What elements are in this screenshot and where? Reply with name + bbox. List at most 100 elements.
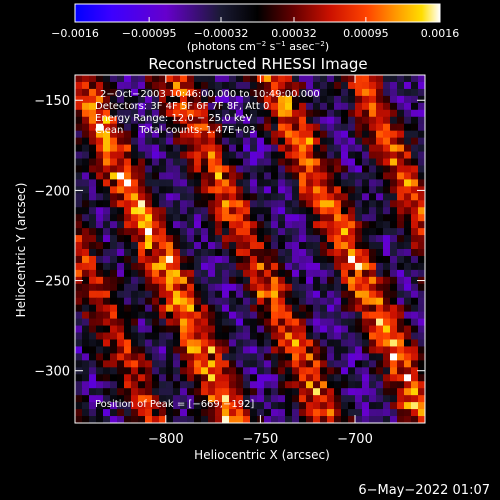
heatmap-cell [355,130,363,139]
heatmap-cell [194,346,202,354]
heatmap-cell [383,311,391,320]
heatmap-cell [264,395,272,403]
annotation-clean: Clean Total counts: 1.47E+03 [95,125,255,136]
heatmap-cell [229,235,237,243]
heatmap-cell [138,262,146,271]
heatmap-cell [285,158,293,166]
heatmap-cell [285,200,293,208]
heatmap-cell [89,123,97,132]
heatmap-cell [313,367,321,375]
heatmap-cell [187,416,195,423]
heatmap-cell [320,402,328,410]
heatmap-cell [117,353,125,361]
heatmap-cell [376,200,384,208]
heatmap-cell [138,158,146,166]
heatmap-cell [397,249,405,257]
heatmap-cell [390,290,398,299]
heatmap-cell [180,137,188,146]
heatmap-cell [411,75,419,83]
heatmap-cell [264,283,272,292]
heatmap-cell [292,283,300,292]
heatmap-cell [96,249,104,257]
heatmap-cell [320,311,328,320]
heatmap-cell [236,353,244,361]
heatmap-cell [138,235,146,243]
heatmap-cell [187,395,195,403]
heatmap-cell [341,214,349,222]
heatmap-cell [369,318,377,327]
colorbar-tick-label: −0.00032 [194,27,249,40]
heatmap-cell [124,395,132,403]
heatmap-cell [159,165,167,173]
heatmap-cell [96,95,104,104]
heatmap-cell [243,353,251,361]
heatmap-cell [124,214,132,222]
heatmap-cell [313,339,321,347]
heatmap-cell [278,325,286,334]
heatmap-cell [383,339,391,347]
heatmap-cell [229,144,237,153]
heatmap-cell [257,186,265,194]
heatmap-cell [187,165,195,173]
heatmap-cell [418,388,425,396]
heatmap-cell [250,339,258,347]
heatmap-cell [327,214,335,222]
heatmap-cell [152,116,160,125]
heatmap-cell [390,130,398,139]
heatmap-cell [89,137,97,146]
heatmap-cell [355,172,363,180]
heatmap-cell [397,158,405,166]
heatmap-cell [250,360,258,368]
y-tick-label: −300 [34,365,70,380]
heatmap-cell [173,367,181,375]
heatmap-cell [264,165,272,173]
heatmap-cell [285,290,293,299]
heatmap-cell [166,221,174,229]
heatmap-cell [327,200,335,208]
heatmap-cell [264,304,272,313]
heatmap-cell [264,325,272,334]
heatmap-cell [187,242,195,250]
heatmap-cell [278,235,286,243]
heatmap-cell [320,75,328,83]
heatmap-cell [418,318,425,327]
heatmap-cell [222,388,230,396]
heatmap-cell [250,172,258,180]
heatmap-cell [320,269,328,278]
heatmap-cell [369,346,377,354]
heatmap-cell [215,318,223,327]
heatmap-cell [180,158,188,166]
heatmap-cell [145,151,153,160]
heatmap-cell [264,332,272,340]
heatmap-cell [306,158,314,166]
heatmap-cell [117,297,125,306]
heatmap-cell [243,255,251,264]
plot-frame [74,74,426,424]
heatmap-cell [236,158,244,166]
heatmap-cell [397,75,405,83]
heatmap-cell [404,88,412,97]
heatmap-cell [180,402,188,410]
heatmap-cell [208,200,216,208]
heatmap-cell [334,75,342,83]
heatmap-cell [327,290,335,299]
heatmap-cell [285,137,293,146]
heatmap-cell [285,367,293,375]
heatmap-cell [131,130,139,139]
heatmap-cell [201,367,209,375]
heatmap-cell [299,283,307,292]
heatmap-cell [313,311,321,320]
heatmap-cell [166,158,174,166]
heatmap-cell [257,346,265,354]
heatmap-cell [82,165,90,173]
heatmap-cell [376,172,384,180]
heatmap-cell [327,381,335,389]
heatmap-cell [229,374,237,382]
heatmap-cell [404,311,412,320]
heatmap-cell [348,290,356,299]
heatmap-cell [194,186,202,194]
heatmap-cell [306,249,314,257]
heatmap-cell [110,186,118,194]
heatmap-cell [404,353,412,361]
heatmap-cell [313,95,321,104]
